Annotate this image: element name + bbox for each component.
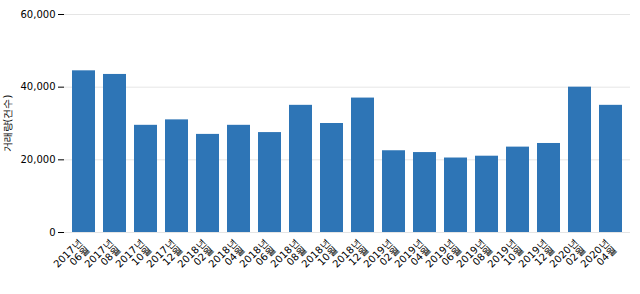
svg-text:2018년06월: 2018년06월 xyxy=(237,237,277,277)
svg-text:60,000: 60,000 xyxy=(21,9,56,20)
svg-text:2019년06월: 2019년06월 xyxy=(423,237,463,277)
svg-text:2017년06월: 2017년06월 xyxy=(51,237,91,277)
svg-text:2018년12월: 2018년12월 xyxy=(330,237,370,277)
svg-text:2017년08월: 2017년08월 xyxy=(82,237,122,277)
svg-text:2020년02월: 2020년02월 xyxy=(547,237,587,277)
svg-text:2017년12월: 2017년12월 xyxy=(144,237,184,277)
svg-text:2018년10월: 2018년10월 xyxy=(299,237,339,277)
svg-text:2019년08월: 2019년08월 xyxy=(454,237,494,277)
svg-text:2018년04월: 2018년04월 xyxy=(206,237,246,277)
svg-text:거래량(건수): 거래량(건수) xyxy=(2,95,13,153)
svg-text:20,000: 20,000 xyxy=(21,154,56,165)
svg-text:2018년02월: 2018년02월 xyxy=(175,237,215,277)
svg-text:0: 0 xyxy=(49,227,55,238)
svg-text:2017년10월: 2017년10월 xyxy=(113,237,153,277)
svg-text:2018년08월: 2018년08월 xyxy=(268,237,308,277)
svg-text:2019년12월: 2019년12월 xyxy=(516,237,556,277)
svg-text:2019년10월: 2019년10월 xyxy=(485,237,525,277)
svg-text:40,000: 40,000 xyxy=(21,81,56,92)
svg-text:2019년04월: 2019년04월 xyxy=(392,237,432,277)
svg-text:2019년02월: 2019년02월 xyxy=(361,237,401,277)
svg-text:2020년04월: 2020년04월 xyxy=(578,237,618,277)
